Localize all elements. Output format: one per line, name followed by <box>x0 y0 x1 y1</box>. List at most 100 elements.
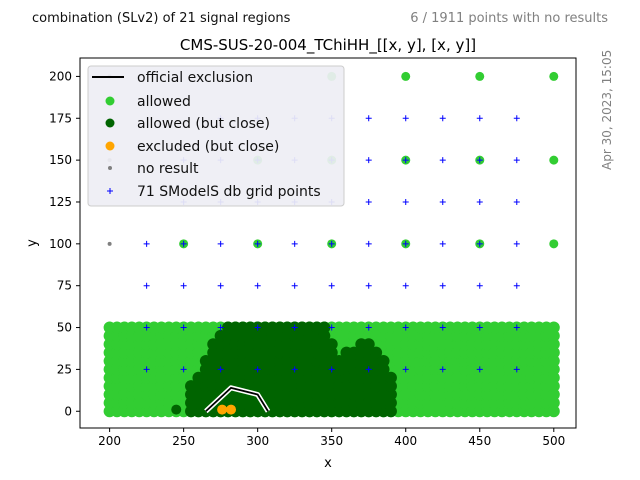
x-tick-label: 200 <box>98 434 121 448</box>
allowed-close-point <box>384 405 397 418</box>
grid-point <box>328 324 335 331</box>
allowed-point <box>547 338 560 351</box>
grid-point <box>143 282 150 289</box>
allowed-close-point <box>384 371 397 384</box>
grid-point <box>143 324 150 331</box>
grid-point <box>365 198 372 205</box>
y-tick-label: 0 <box>64 404 72 418</box>
y-tick-label: 125 <box>49 195 72 209</box>
allowed-point <box>549 155 559 165</box>
allowed-close-point <box>325 338 338 351</box>
allowed-point <box>401 71 411 81</box>
y-tick-label: 50 <box>57 321 72 335</box>
grid-point <box>513 324 520 331</box>
grid-point <box>291 366 298 373</box>
x-tick-label: 500 <box>542 434 565 448</box>
grid-point <box>291 282 298 289</box>
grid-point <box>476 240 483 247</box>
grid-point <box>180 324 187 331</box>
grid-point <box>365 240 372 247</box>
y-tick-label: 150 <box>49 153 72 167</box>
grid-point <box>476 366 483 373</box>
plot-area <box>103 71 560 418</box>
grid-point <box>476 198 483 205</box>
allowed-close-point <box>377 363 390 376</box>
legend-grid-point-marker <box>107 188 113 194</box>
right-caption: 6 / 1911 points with no results <box>410 11 608 26</box>
grid-point <box>180 282 187 289</box>
grid-point <box>365 324 372 331</box>
grid-point <box>328 240 335 247</box>
allowed-point <box>547 396 560 409</box>
grid-point <box>180 366 187 373</box>
grid-point <box>513 198 520 205</box>
grid-point <box>439 115 446 122</box>
official-exclusion-line <box>205 386 269 412</box>
grid-point <box>217 282 224 289</box>
allowed-point <box>475 71 485 81</box>
grid-point <box>180 240 187 247</box>
grid-point <box>291 240 298 247</box>
grid-point <box>439 324 446 331</box>
grid-point <box>143 240 150 247</box>
excluded-close-point <box>226 404 237 415</box>
grid-point <box>328 282 335 289</box>
allowed-point <box>547 405 560 418</box>
grid-point <box>254 366 261 373</box>
allowed-close-point <box>318 321 331 334</box>
y-tick-label: 200 <box>49 69 72 83</box>
x-tick-label: 250 <box>172 434 195 448</box>
allowed-close-point <box>384 388 397 401</box>
grid-point <box>439 157 446 164</box>
grid-point <box>513 366 520 373</box>
axes: 200 250 300 350 400 450 500 0 25 50 75 100 125 150 175… <box>49 57 577 448</box>
grid-point <box>254 282 261 289</box>
grid-point <box>439 366 446 373</box>
grid-point <box>217 366 224 373</box>
legend-excluded-close-marker <box>105 141 115 151</box>
legend-allowed-marker <box>105 96 115 106</box>
allowed-point <box>547 355 560 368</box>
allowed-point <box>547 346 560 359</box>
y-axis-label: y <box>25 239 40 247</box>
y-tick-label: 100 <box>49 237 72 251</box>
allowed-point <box>547 380 560 393</box>
grid-point <box>476 115 483 122</box>
grid-point <box>402 157 409 164</box>
grid-point <box>254 240 261 247</box>
allowed-close-point <box>384 396 397 409</box>
x-tick-label: 350 <box>320 434 343 448</box>
allowed-point <box>547 321 560 334</box>
grid-point <box>476 282 483 289</box>
grid-point <box>254 324 261 331</box>
grid-point <box>217 240 224 247</box>
y-tick-label: 175 <box>49 111 72 125</box>
allowed-close-point <box>318 329 331 342</box>
grid-point <box>402 198 409 205</box>
allowed-point <box>547 388 560 401</box>
y-tick-label: 75 <box>57 279 72 293</box>
legend-allowed-close-marker <box>105 118 115 128</box>
grid-point <box>439 240 446 247</box>
grid-point <box>328 366 335 373</box>
grid-point <box>291 324 298 331</box>
no-result-point <box>107 241 112 246</box>
x-tick-label: 300 <box>246 434 269 448</box>
allowed-point <box>549 71 559 81</box>
legend-box <box>87 65 345 207</box>
allowed-point <box>547 371 560 384</box>
legend-label: excluded (but close) <box>137 139 279 155</box>
grid-point <box>365 282 372 289</box>
grid-point <box>365 157 372 164</box>
legend-label: allowed <box>137 94 191 110</box>
x-tick-label: 400 <box>394 434 417 448</box>
grid-point <box>365 366 372 373</box>
x-tick-label: 450 <box>468 434 491 448</box>
chart-title: CMS-SUS-20-004_TChiHH_[[x, y], [x, y]] <box>180 36 476 55</box>
y-tick-label: 25 <box>57 362 72 376</box>
grid-point <box>402 282 409 289</box>
grid-point <box>402 240 409 247</box>
legend-label: official exclusion <box>137 70 253 86</box>
grid-point <box>143 366 150 373</box>
grid-point <box>513 282 520 289</box>
